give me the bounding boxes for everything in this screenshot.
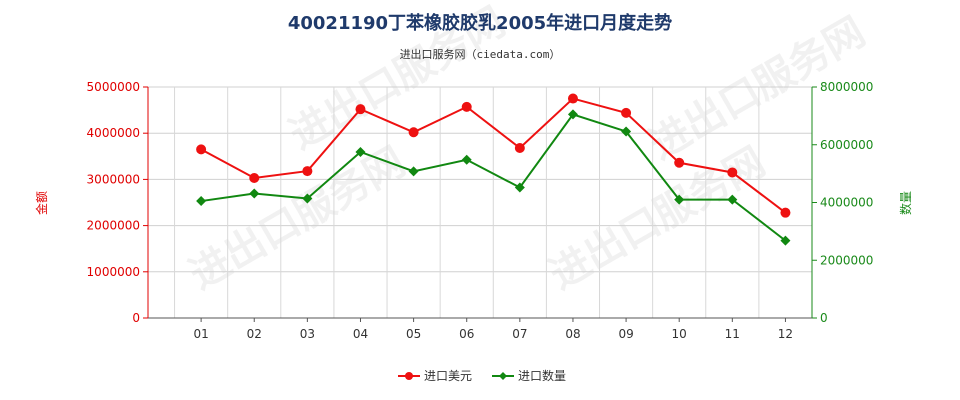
series-2-point xyxy=(249,188,260,199)
left-tick-label: 2000000 xyxy=(87,219,140,233)
series-1-point xyxy=(249,173,260,184)
chart-title: 40021190丁苯橡胶胶乳2005年进口月度走势 xyxy=(288,12,672,34)
series-1-point xyxy=(780,207,791,218)
right-tick-label: 6000000 xyxy=(820,138,873,152)
watermark-text: 进出口服务网 xyxy=(542,139,773,299)
series-1-point xyxy=(408,127,419,138)
series-1-point xyxy=(674,157,685,168)
legend-marker-2 xyxy=(499,372,507,380)
left-tick-label: 1000000 xyxy=(87,265,140,279)
series-1-point xyxy=(567,93,578,104)
series-layer xyxy=(196,93,791,246)
x-tick-label: 08 xyxy=(565,327,580,341)
right-tick-label: 8000000 xyxy=(820,80,873,94)
series-2-point xyxy=(780,235,791,246)
series-2-point xyxy=(727,194,738,205)
x-tick-label: 04 xyxy=(353,327,368,341)
series-line-1 xyxy=(200,97,787,214)
right-tick-label: 2000000 xyxy=(820,253,873,267)
left-tick-label: 0 xyxy=(132,311,140,325)
series-2-point xyxy=(674,194,685,205)
left-tick-label: 4000000 xyxy=(87,126,140,140)
legend-marker-1 xyxy=(405,372,413,380)
x-axis-ticks: 01 02 03 04 05 06 07 08 09 10 11 12 xyxy=(193,318,793,341)
x-tick-label: 09 xyxy=(618,327,633,341)
series-2-point xyxy=(196,196,207,207)
series-2-point xyxy=(461,154,472,165)
series-2-point xyxy=(567,109,578,120)
series-2-point xyxy=(621,126,632,137)
x-tick-label: 05 xyxy=(406,327,421,341)
legend-label-1: 进口美元 xyxy=(424,369,472,383)
right-axis-ticks: 0 2000000 4000000 6000000 8000000 xyxy=(812,80,873,325)
right-tick-label: 4000000 xyxy=(820,196,873,210)
series-1-point xyxy=(196,144,207,155)
series-line-2 xyxy=(200,113,787,242)
legend: 进口美元 进口数量 xyxy=(398,368,566,383)
series-2-point xyxy=(355,146,366,157)
watermark-text: 进出口服务网 xyxy=(182,139,413,299)
series-1-point xyxy=(514,142,525,153)
right-axis-label: 数量 xyxy=(898,191,913,215)
series-1-point xyxy=(621,107,632,118)
chart-subtitle: 进出口服务网（ciedata.com） xyxy=(400,47,561,61)
series-1-point xyxy=(302,166,313,177)
x-tick-label: 12 xyxy=(778,327,793,341)
series-2-point xyxy=(514,182,525,193)
series-1-point xyxy=(727,167,738,178)
x-tick-label: 11 xyxy=(725,327,740,341)
left-tick-label: 3000000 xyxy=(87,172,140,186)
x-tick-label: 01 xyxy=(193,327,208,341)
left-axis-ticks: 0 1000000 2000000 3000000 4000000 5000000 xyxy=(87,80,148,325)
x-tick-label: 10 xyxy=(672,327,687,341)
legend-label-2: 进口数量 xyxy=(518,368,566,383)
series-2-point xyxy=(408,166,419,177)
x-tick-label: 03 xyxy=(300,327,315,341)
x-tick-label: 02 xyxy=(247,327,262,341)
x-tick-label: 06 xyxy=(459,327,474,341)
left-tick-label: 5000000 xyxy=(87,80,140,94)
series-1-point xyxy=(461,101,472,112)
series-2-point xyxy=(302,193,313,204)
series-1-point xyxy=(355,104,366,115)
x-tick-label: 07 xyxy=(512,327,527,341)
left-axis-label: 金额 xyxy=(34,191,49,215)
right-tick-label: 0 xyxy=(820,311,828,325)
